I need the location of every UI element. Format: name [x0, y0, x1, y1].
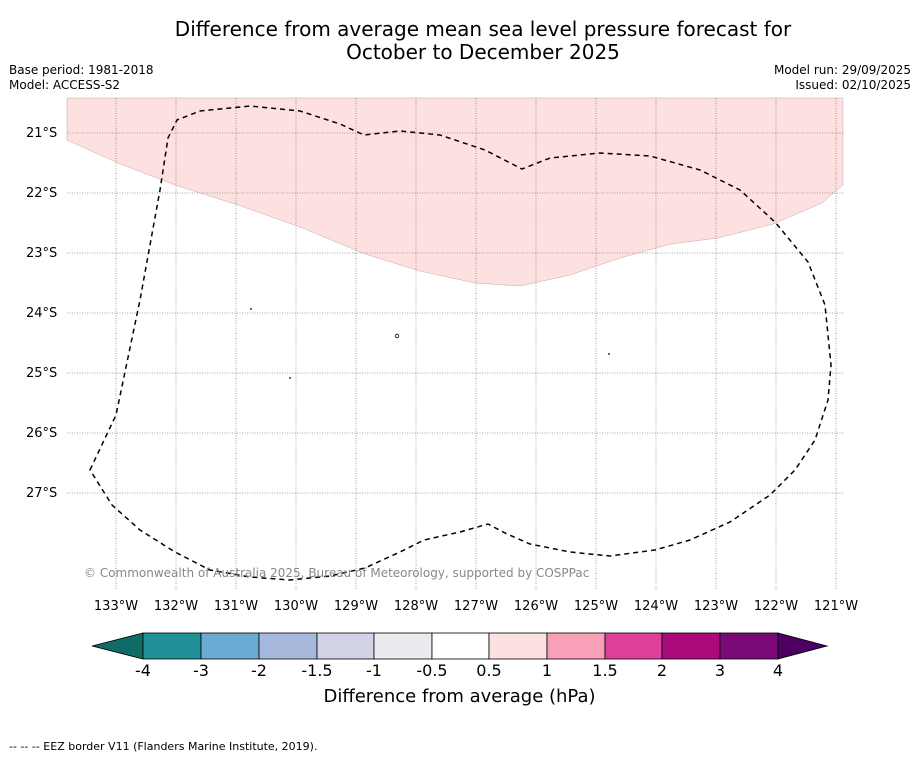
lat-label-24s: 24°S: [26, 306, 58, 321]
colorbar-segment: [431, 632, 490, 660]
colorbar-tick: -1: [366, 661, 382, 680]
colorbar-tick: -1.5: [301, 661, 333, 680]
chart-title: Difference from average mean sea level p…: [0, 18, 919, 64]
colorbar-segment: [661, 632, 721, 660]
lon-label-132w: 132°W: [153, 599, 199, 614]
lon-label-124w: 124°W: [633, 599, 679, 614]
title-line-2: October to December 2025: [346, 40, 620, 64]
colorbar-segment: [488, 632, 548, 660]
colorbar-tick: 2: [656, 661, 668, 680]
colorbar-segment: [316, 632, 375, 660]
lat-label-22s: 22°S: [26, 186, 58, 201]
colorbar-label: Difference from average (hPa): [323, 686, 596, 707]
colorbar-segment: [546, 632, 606, 660]
colorbar-tick: 0.5: [476, 661, 502, 680]
meta-left: Base period: 1981-2018 Model: ACCESS-S2: [9, 63, 154, 93]
colorbar-extend-low: [91, 632, 144, 660]
lon-label-128w: 128°W: [393, 599, 439, 614]
colorbar-tick: -3: [193, 661, 209, 680]
lat-label-26s: 26°S: [26, 426, 58, 441]
issued-date: Issued: 02/10/2025: [795, 78, 911, 92]
lon-label-127w: 127°W: [453, 599, 499, 614]
footnote: -- -- -- EEZ border V11 (Flanders Marine…: [9, 740, 318, 753]
lat-label-25s: 25°S: [26, 366, 58, 381]
lon-label-130w: 130°W: [273, 599, 319, 614]
lon-label-125w: 125°W: [573, 599, 619, 614]
lat-label-21s: 21°S: [26, 126, 58, 141]
lon-label-123w: 123°W: [693, 599, 739, 614]
colorbar-tick: 3: [714, 661, 726, 680]
colorbar-tick: -4: [135, 661, 151, 680]
anomaly-region-0.5-to-1: [66, 97, 844, 287]
colorbar: [91, 632, 829, 660]
island-marker: [394, 333, 400, 339]
colorbar-tick: -2: [251, 661, 267, 680]
lon-label-122w: 122°W: [753, 599, 799, 614]
colorbar-segment: [200, 632, 260, 660]
eez-border: [89, 105, 832, 581]
island-marker: [608, 353, 610, 355]
model-run: Model run: 29/09/2025: [773, 63, 911, 77]
lat-label-23s: 23°S: [26, 246, 58, 261]
model-name: Model: ACCESS-S2: [9, 78, 121, 92]
island-marker: [250, 308, 252, 310]
colorbar-segment: [719, 632, 779, 660]
copyright-text: © Commonwealth of Australia 2025, Bureau…: [84, 566, 589, 580]
island-marker: [289, 377, 291, 379]
colorbar-tick: 4: [772, 661, 784, 680]
colorbar-tick: 1: [541, 661, 553, 680]
colorbar-segment: [373, 632, 433, 660]
lon-label-131w: 131°W: [213, 599, 259, 614]
lat-label-27s: 27°S: [26, 486, 58, 501]
colorbar-tick: 1.5: [592, 661, 618, 680]
colorbar-segment: [258, 632, 318, 660]
colorbar-segment: [604, 632, 663, 660]
colorbar-tick: -0.5: [416, 661, 448, 680]
colorbar-extend-high: [777, 632, 829, 660]
title-line-1: Difference from average mean sea level p…: [174, 17, 792, 41]
lon-label-126w: 126°W: [513, 599, 559, 614]
gridlines: [67, 98, 843, 590]
lon-label-133w: 133°W: [93, 599, 139, 614]
meta-right: Model run: 29/09/2025 Issued: 02/10/2025: [774, 63, 911, 93]
lon-label-129w: 129°W: [333, 599, 379, 614]
lon-label-121w: 121°W: [813, 599, 859, 614]
base-period: Base period: 1981-2018: [9, 63, 154, 77]
colorbar-segment: [142, 632, 202, 660]
